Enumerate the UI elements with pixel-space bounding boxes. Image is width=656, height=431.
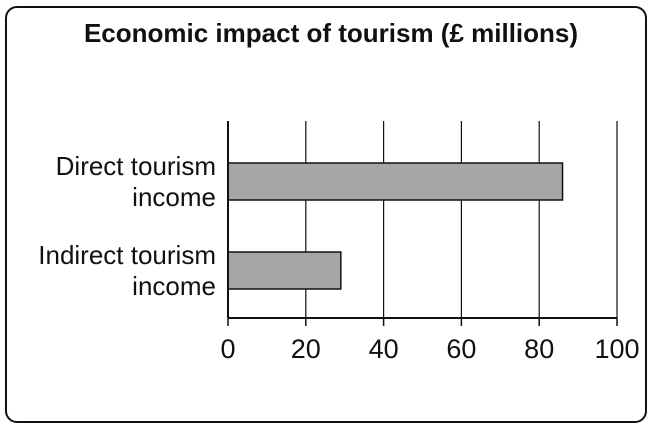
bar [227,162,564,201]
x-tick-label: 40 [369,334,399,364]
grid-lines [305,121,618,318]
x-tick-label: 20 [291,334,321,364]
x-tick-label: 100 [594,334,639,364]
category-label: income [132,182,216,212]
x-tick-label: 0 [220,334,235,364]
axes [227,121,618,326]
x-tick-label: 60 [446,334,476,364]
x-tick-labels: 0 20 40 60 80 100 [220,334,639,364]
category-label: Indirect tourism [38,240,216,270]
category-label: Direct tourism [56,151,216,181]
category-label: income [132,271,216,301]
bars [227,162,564,290]
chart-border [5,6,647,423]
bar [227,251,342,290]
chart-title: Economic impact of tourism (£ millions) [84,18,578,48]
x-tick-label: 80 [524,334,554,364]
